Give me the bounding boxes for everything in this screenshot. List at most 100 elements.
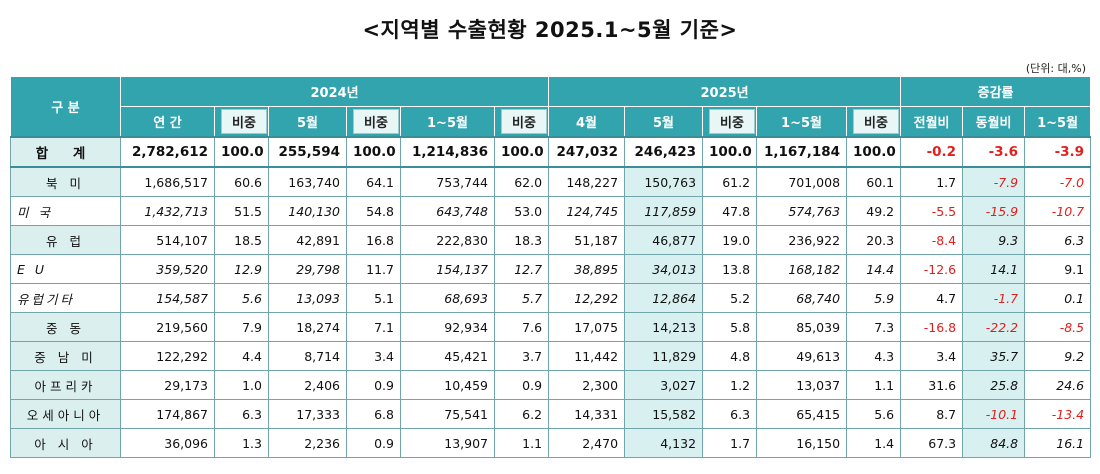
table-row: 유 럽 514,107 18.5 42,891 16.8 222,830 18.3 51,18… bbox=[10, 225, 1092, 255]
table-cell: 67.3 bbox=[900, 428, 964, 458]
table-cell: 5.2 bbox=[702, 283, 758, 313]
table-row: 오세아니아 174,867 6.3 17,333 6.8 75,541 6.2 14,331 1… bbox=[10, 399, 1092, 429]
table-cell: 54.8 bbox=[346, 196, 401, 226]
table-row: 미 국 1,432,713 51.5 140,130 54.8 643,748 53.0 12… bbox=[10, 196, 1092, 226]
table-cell: 49,613 bbox=[756, 341, 848, 371]
table-cell: 150,763 bbox=[624, 166, 704, 197]
table-cell: 100.0 bbox=[702, 136, 758, 168]
row-label: 유럽기타 bbox=[10, 283, 121, 313]
row-label: 아 시 아 bbox=[10, 428, 121, 458]
table-cell: 7.1 bbox=[346, 312, 401, 342]
table-cell: 9.2 bbox=[1024, 341, 1092, 371]
table-cell: 8,714 bbox=[268, 341, 347, 371]
table-cell: 12.9 bbox=[214, 254, 269, 284]
table-cell: 100.0 bbox=[214, 136, 269, 168]
col-header: 연 간 bbox=[120, 106, 215, 138]
table-cell: 148,227 bbox=[548, 166, 626, 197]
table-cell: -7.0 bbox=[1024, 166, 1092, 197]
table-cell: 1.7 bbox=[900, 166, 964, 197]
table-cell: 2,782,612 bbox=[120, 136, 215, 168]
table-cell: 15,582 bbox=[624, 399, 704, 429]
table-cell: 61.2 bbox=[702, 166, 758, 197]
table-cell: 9.1 bbox=[1024, 254, 1092, 284]
row-label: 아프리카 bbox=[10, 370, 121, 400]
table-cell: 20.3 bbox=[846, 225, 902, 255]
table-cell: 2,300 bbox=[548, 370, 626, 400]
table-cell: 14,331 bbox=[548, 399, 626, 429]
table-cell: 5.1 bbox=[346, 283, 401, 313]
table-cell: 3.7 bbox=[493, 341, 550, 371]
table-cell: 4,132 bbox=[624, 428, 704, 458]
table-row: 중 동 219,560 7.9 18,274 7.1 92,934 7.6 17,075 14,… bbox=[10, 312, 1092, 342]
table-cell: 13,037 bbox=[756, 370, 848, 400]
table-cell: -13.4 bbox=[1024, 399, 1092, 429]
table-cell: 514,107 bbox=[120, 225, 215, 255]
table-cell: 2,470 bbox=[548, 428, 626, 458]
row-label: 합 계 bbox=[10, 136, 121, 168]
table-cell: 53.0 bbox=[493, 196, 550, 226]
table-cell: -0.2 bbox=[900, 136, 964, 168]
table-cell: 31.6 bbox=[900, 370, 964, 400]
table-cell: 1.4 bbox=[846, 428, 902, 458]
table-cell: 168,182 bbox=[756, 254, 848, 284]
row-label: 중 동 bbox=[10, 312, 121, 342]
table-cell: 75,541 bbox=[400, 399, 495, 429]
table-cell: 85,039 bbox=[756, 312, 848, 342]
col-header: 1~5월 bbox=[756, 106, 848, 138]
table-cell: 10,459 bbox=[400, 370, 495, 400]
table-cell: 0.9 bbox=[346, 428, 401, 458]
table-cell: 246,423 bbox=[624, 136, 704, 168]
table-cell: 5.9 bbox=[846, 283, 902, 313]
table-cell: 4.8 bbox=[702, 341, 758, 371]
table-cell: 247,032 bbox=[548, 136, 626, 168]
table-cell: 13,093 bbox=[268, 283, 347, 313]
table-cell: 7.9 bbox=[214, 312, 269, 342]
table-cell: 2,406 bbox=[268, 370, 347, 400]
table-cell: 60.6 bbox=[214, 166, 269, 197]
table-cell: 9.3 bbox=[962, 225, 1026, 255]
table-cell: 16.8 bbox=[346, 225, 401, 255]
table-cell: 174,867 bbox=[120, 399, 215, 429]
table-cell: 36,096 bbox=[120, 428, 215, 458]
table-cell: -10.7 bbox=[1024, 196, 1092, 226]
header-category: 구 분 bbox=[10, 76, 121, 138]
table-row: 중 남 미 122,292 4.4 8,714 3.4 45,421 3.7 11,442 11… bbox=[10, 341, 1092, 371]
table-cell: 47.8 bbox=[702, 196, 758, 226]
table-cell: 18.3 bbox=[493, 225, 550, 255]
table-cell: 163,740 bbox=[268, 166, 347, 197]
col-header: 4월 bbox=[548, 106, 626, 138]
table-cell: 62.0 bbox=[493, 166, 550, 197]
col-header: 1~5월 bbox=[1024, 106, 1092, 138]
table-cell: 5.6 bbox=[214, 283, 269, 313]
table-cell: 124,745 bbox=[548, 196, 626, 226]
table-cell: 12,864 bbox=[624, 283, 704, 313]
total-row: 합 계 2,782,612 100.0 255,594 100.0 1,214,836 10… bbox=[10, 136, 1092, 168]
table-cell: 100.0 bbox=[493, 136, 550, 168]
table-cell: 154,137 bbox=[400, 254, 495, 284]
table-cell: 60.1 bbox=[846, 166, 902, 197]
col-header: 5월 bbox=[268, 106, 347, 138]
table-cell: 17,075 bbox=[548, 312, 626, 342]
table-cell: 359,520 bbox=[120, 254, 215, 284]
table-cell: 29,173 bbox=[120, 370, 215, 400]
table-cell: 38,895 bbox=[548, 254, 626, 284]
table-cell: 1,214,836 bbox=[400, 136, 495, 168]
table-cell: 42,891 bbox=[268, 225, 347, 255]
table-cell: -3.6 bbox=[962, 136, 1026, 168]
table-cell: 34,013 bbox=[624, 254, 704, 284]
table-cell: 140,130 bbox=[268, 196, 347, 226]
table-cell: 6.3 bbox=[702, 399, 758, 429]
table-cell: 14.4 bbox=[846, 254, 902, 284]
table-cell: 17,333 bbox=[268, 399, 347, 429]
table-cell: -22.2 bbox=[962, 312, 1026, 342]
table-row: 아프리카 29,173 1.0 2,406 0.9 10,459 0.9 2,300 3,027… bbox=[10, 370, 1092, 400]
table-row: 아 시 아 36,096 1.3 2,236 0.9 13,907 1.1 2,470 4,13… bbox=[10, 428, 1092, 458]
table-cell: 18,274 bbox=[268, 312, 347, 342]
table-cell: 117,859 bbox=[624, 196, 704, 226]
table-cell: 4.3 bbox=[846, 341, 902, 371]
table-row: E U 359,520 12.9 29,798 11.7 154,137 12.7 38,89… bbox=[10, 254, 1092, 284]
table-cell: 14.1 bbox=[962, 254, 1026, 284]
table-cell: 13.8 bbox=[702, 254, 758, 284]
table-cell: 25.8 bbox=[962, 370, 1026, 400]
table-cell: 13,907 bbox=[400, 428, 495, 458]
